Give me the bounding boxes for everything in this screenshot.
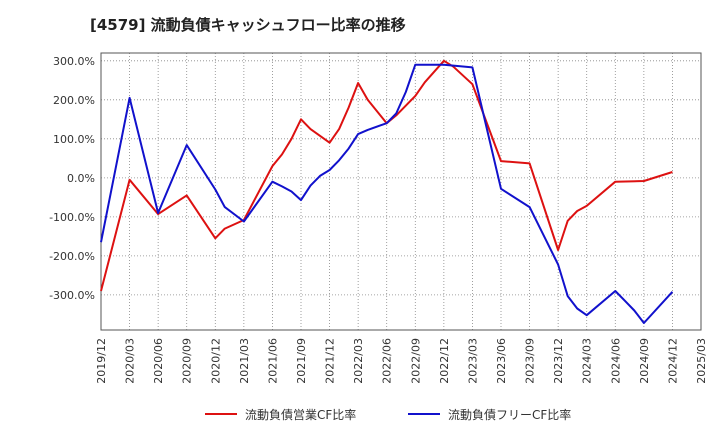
series-line-1 xyxy=(100,59,673,292)
x-axis: 2019/12 2020/03 2020/06 2020/09 2020/12 2021/… xyxy=(95,338,708,384)
x-tick-label: 2022/12 xyxy=(438,338,451,384)
x-tick-label: 2024/03 xyxy=(581,338,594,384)
x-tick-label: 2021/03 xyxy=(238,338,251,384)
x-tick-label: 2021/09 xyxy=(295,338,308,384)
x-tick-label: 2022/03 xyxy=(352,338,365,384)
legend-label: 流動負債営業CF比率 xyxy=(245,407,356,422)
x-tick-label: 2023/09 xyxy=(524,338,537,384)
x-tick-label: 2021/06 xyxy=(266,338,279,384)
y-tick-label: 300.0% xyxy=(53,55,95,68)
x-tick-label: 2023/03 xyxy=(466,338,479,384)
x-tick-label: 2024/12 xyxy=(666,338,679,384)
series-line-2 xyxy=(100,63,674,324)
x-tick-label: 2022/09 xyxy=(409,338,422,384)
legend-label: 流動負債フリーCF比率 xyxy=(448,407,571,422)
chart-title: [4579] 流動負債キャッシュフロー比率の推移 xyxy=(90,16,406,34)
x-tick-label: 2020/03 xyxy=(124,338,137,384)
x-tick-label: 2024/09 xyxy=(638,338,651,384)
y-axis: 300.0% 200.0% 100.0% 0.0% -100.0% -200.0% -300… xyxy=(49,55,95,302)
x-tick-label: 2020/12 xyxy=(209,338,222,384)
x-tick-label: 2021/12 xyxy=(324,338,337,384)
grid xyxy=(100,53,702,330)
y-tick-label: -200.0% xyxy=(49,250,95,263)
x-tick-label: 2023/06 xyxy=(495,338,508,384)
y-tick-label: -300.0% xyxy=(49,289,95,302)
x-tick-label: 2022/06 xyxy=(381,338,394,384)
y-tick-label: 0.0% xyxy=(67,172,95,185)
series-group xyxy=(100,59,674,324)
plot-frame xyxy=(100,52,702,331)
x-tick-label: 2019/12 xyxy=(95,338,108,384)
y-tick-label: 100.0% xyxy=(53,133,95,146)
x-tick-label: 2024/06 xyxy=(609,338,622,384)
x-tick-label: 2020/06 xyxy=(152,338,165,384)
y-tick-label: -100.0% xyxy=(49,211,95,224)
y-tick-label: 200.0% xyxy=(53,94,95,107)
legend: 流動負債営業CF比率 流動負債フリーCF比率 xyxy=(205,407,571,422)
x-tick-label: 2025/03 xyxy=(695,338,708,384)
x-tick-label: 2023/12 xyxy=(552,338,565,384)
x-tick-label: 2020/09 xyxy=(181,338,194,384)
